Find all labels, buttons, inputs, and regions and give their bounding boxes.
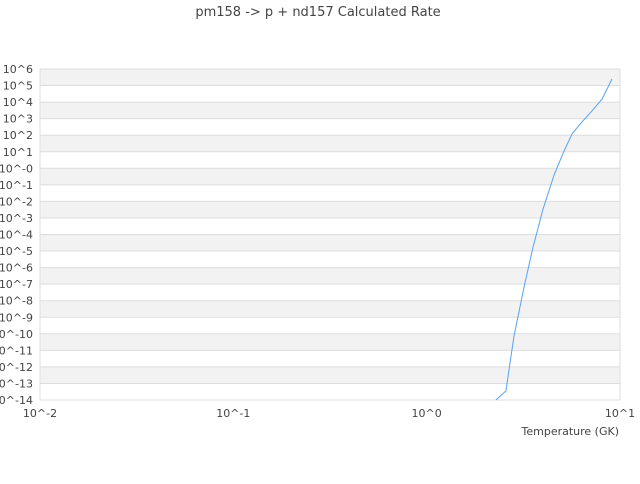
x-tick-label: 10^1 [605,407,635,420]
y-tick-label: 10^-3 [0,212,33,225]
y-tick-label: 10^-6 [0,262,33,275]
y-tick-label: 10^-7 [0,278,33,291]
y-tick-label: 10^-4 [0,229,33,242]
plot-band [40,251,620,268]
series-group [495,78,613,401]
plot-band [40,118,620,136]
plot-band [40,300,620,318]
x-tick-label: 10^0 [412,407,442,420]
plot-band [40,267,620,285]
plot-band [40,217,620,235]
y-tick-label: 10^-8 [0,295,33,308]
y-tick-label: 10^-2 [0,195,33,208]
plot-band [40,350,620,367]
plot-band [40,201,620,218]
y-tick-label: 10^5 [3,80,33,93]
plot-band [40,151,620,169]
y-tick-label: 10^-11 [0,344,33,357]
y-tick-label: 10^-12 [0,361,33,374]
plot-band [40,85,620,103]
y-tick-label: 10^4 [3,96,33,109]
plot-band [40,135,620,152]
y-tick-label: 10^-9 [0,311,33,324]
y-tick-label: 10^-5 [0,245,33,258]
plot-band [40,102,620,119]
x-axis-label: Temperature (GK) [521,425,620,438]
plot-band [40,366,620,384]
y-tick-label: 10^-10 [0,328,33,341]
x-axis-ticks: 10^-2 10^-1 10^0 10^1 [23,407,635,420]
plot-band [40,168,620,185]
y-tick-label: 10^3 [3,113,33,126]
y-tick-label: 10^2 [3,129,33,142]
plot-band [40,184,620,202]
x-tick-label: 10^-1 [216,407,250,420]
rate-series-line [495,78,613,401]
plot-band [40,333,620,351]
plot-band [40,383,620,400]
y-tick-label: 10^-14 [0,394,33,407]
plot-band [40,317,620,334]
grid-lines [39,68,621,401]
plot-band [40,69,620,86]
plot-band [40,234,620,252]
y-tick-label: 10^-0 [0,162,33,175]
y-tick-label: 10^6 [3,63,33,76]
x-tick-label: 10^-2 [23,407,57,420]
y-axis-ticks: 10^6 10^5 10^4 10^3 10^2 10^1 10^-0 10^-1 10^-2 1… [0,63,33,407]
plot-band [40,284,620,301]
chart-title: pm158 -> p + nd157 Calculated Rate [195,5,440,20]
y-tick-label: 10^-1 [0,179,33,192]
y-tick-label: 10^1 [3,146,33,159]
y-tick-label: 10^-13 [0,377,33,390]
plot-bands [40,69,620,400]
